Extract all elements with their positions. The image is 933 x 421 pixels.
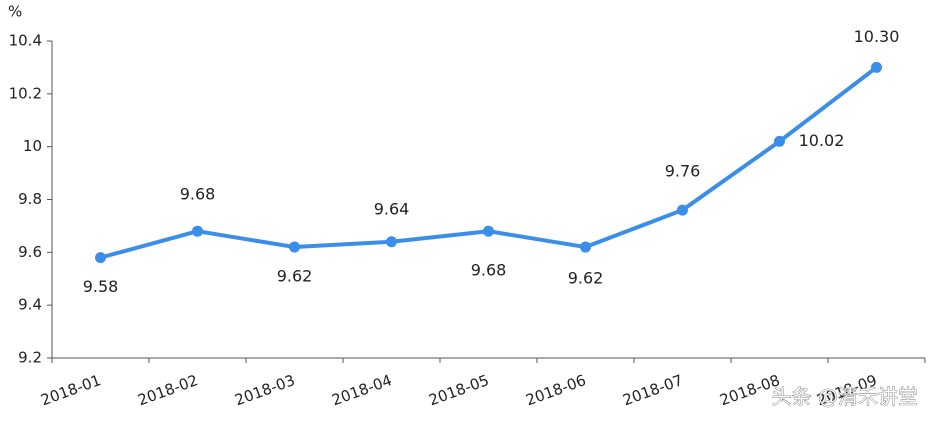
x-tick-label: 2018-06 (523, 371, 588, 409)
x-tick-label: 2018-01 (38, 371, 103, 409)
data-label: 9.68 (471, 261, 507, 280)
y-tick-label: 10.2 (9, 84, 42, 102)
data-label: 10.02 (799, 131, 845, 150)
point (871, 61, 882, 73)
data-label: 10.30 (854, 27, 900, 46)
data-label: 9.76 (665, 162, 701, 181)
data-label: 9.58 (83, 277, 119, 296)
y-tick-label: 10.4 (9, 32, 42, 50)
data-label: 9.64 (374, 199, 410, 218)
data-label: 9.62 (277, 267, 313, 286)
y-tick-label: 9.8 (18, 190, 42, 208)
data-label: 9.62 (568, 269, 604, 288)
point (774, 135, 785, 147)
data-label: 9.68 (180, 185, 216, 204)
point (289, 241, 300, 253)
point (95, 252, 106, 264)
x-tick-label: 2018-07 (620, 371, 685, 409)
point (677, 204, 688, 216)
x-tick-label: 2018-03 (232, 371, 297, 409)
point (483, 225, 494, 237)
y-tick-label: 10 (23, 137, 42, 155)
point (580, 241, 591, 253)
y-tick-label: 9.4 (18, 296, 42, 314)
point (386, 236, 397, 248)
watermark: 头条 @清禾讲堂 (772, 385, 918, 409)
x-tick-label: 2018-04 (329, 371, 394, 409)
x-tick-label: 2018-05 (426, 371, 491, 409)
point (192, 225, 203, 237)
x-tick-label: 2018-02 (135, 371, 200, 409)
y-tick-label: 9.6 (18, 243, 42, 261)
y-axis-unit: % (8, 3, 22, 21)
y-tick-label: 9.2 (18, 349, 42, 367)
